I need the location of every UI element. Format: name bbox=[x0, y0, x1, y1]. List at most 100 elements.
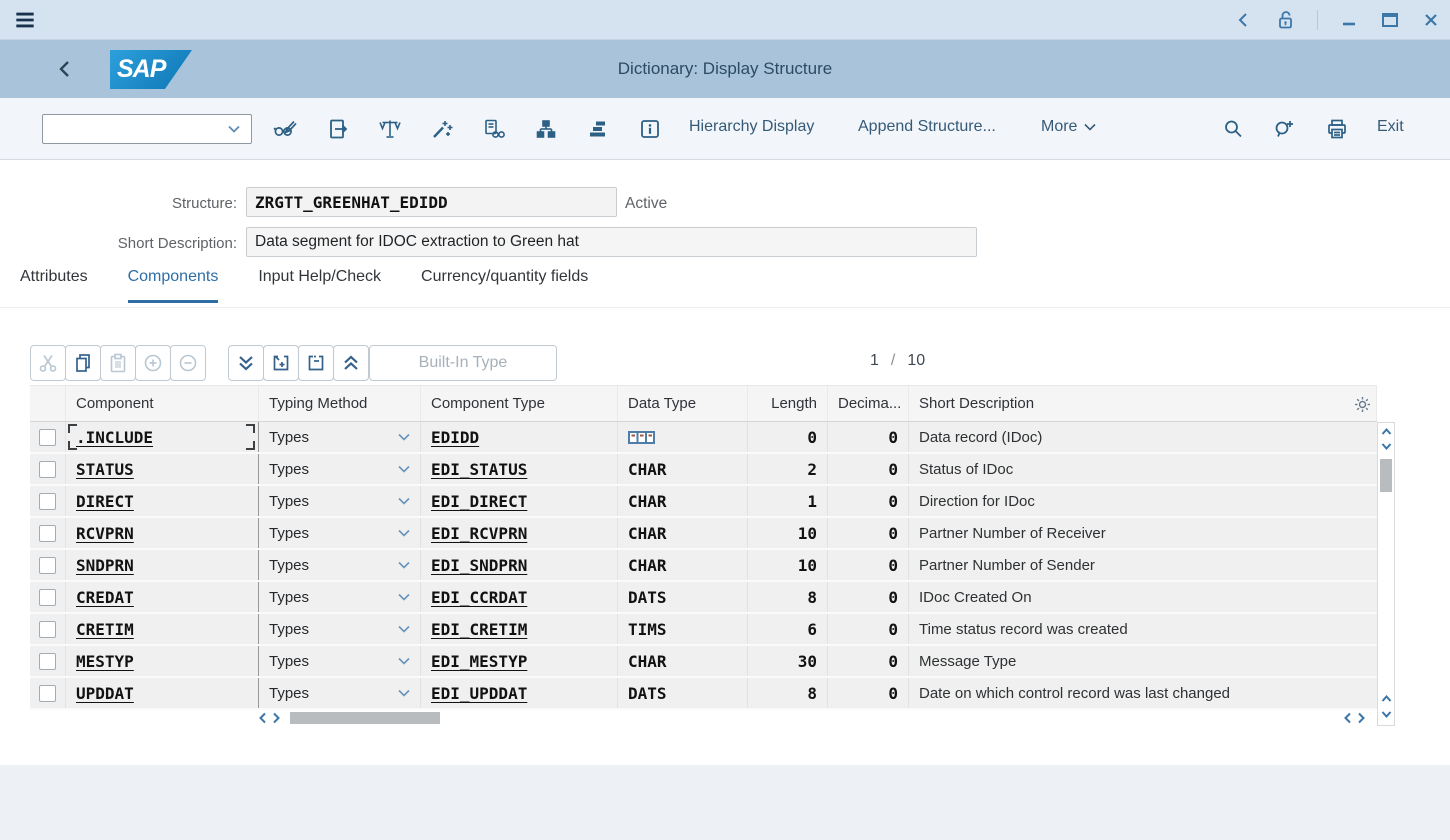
vertical-scroll-thumb[interactable] bbox=[1380, 459, 1392, 492]
typing-method-select[interactable]: Types bbox=[259, 646, 421, 676]
scroll-down-icon[interactable] bbox=[1381, 442, 1392, 451]
scroll-up-icon[interactable] bbox=[1381, 427, 1392, 436]
tab-strip: Attributes Components Input Help/Check C… bbox=[20, 268, 588, 303]
menu-icon[interactable] bbox=[12, 7, 38, 33]
hierarchy-icon[interactable] bbox=[534, 117, 558, 141]
table-settings-gear-icon[interactable] bbox=[1354, 396, 1371, 413]
structure-field[interactable]: ZRGTT_GREENHAT_EDIDD bbox=[246, 187, 617, 217]
row-checkbox[interactable] bbox=[39, 428, 56, 446]
row-checkbox[interactable] bbox=[39, 492, 56, 510]
typing-method-select[interactable]: Types bbox=[259, 614, 421, 644]
scroll-down-icon[interactable] bbox=[1381, 710, 1392, 719]
back-icon[interactable] bbox=[55, 58, 75, 80]
row-checkbox[interactable] bbox=[39, 620, 56, 638]
where-used-icon[interactable] bbox=[482, 117, 506, 141]
component-link[interactable]: UPDDAT bbox=[76, 683, 134, 703]
component-link[interactable]: STATUS bbox=[76, 459, 134, 479]
vertical-scrollbar[interactable] bbox=[1377, 422, 1395, 726]
component-type-link[interactable]: EDI_SNDPRN bbox=[431, 555, 528, 575]
tab-input-help-check[interactable]: Input Help/Check bbox=[258, 268, 382, 285]
lock-icon[interactable] bbox=[1275, 9, 1295, 31]
component-link[interactable]: RCVPRN bbox=[76, 523, 134, 543]
print-icon[interactable] bbox=[1325, 117, 1349, 141]
short-description-field[interactable]: Data segment for IDOC extraction to Gree… bbox=[246, 227, 977, 257]
insert-row-button[interactable] bbox=[263, 345, 299, 381]
component-link[interactable]: CREDAT bbox=[76, 587, 134, 607]
scroll-up-icon[interactable] bbox=[1381, 694, 1392, 703]
add-row-button[interactable] bbox=[135, 345, 171, 381]
tab-currency-quantity[interactable]: Currency/quantity fields bbox=[421, 268, 589, 285]
row-checkbox[interactable] bbox=[39, 556, 56, 574]
append-structure-button[interactable]: Append Structure... bbox=[858, 118, 996, 135]
command-field[interactable] bbox=[42, 114, 252, 144]
component-type-link[interactable]: EDI_CRETIM bbox=[431, 619, 528, 639]
component-type-link[interactable]: EDI_STATUS bbox=[431, 459, 528, 479]
scroll-left-icon[interactable] bbox=[258, 712, 267, 724]
component-type-link[interactable]: EDI_CCRDAT bbox=[431, 587, 528, 607]
component-type-link[interactable]: EDIDD bbox=[431, 427, 480, 447]
row-checkbox[interactable] bbox=[39, 652, 56, 670]
header-typing-method[interactable]: Typing Method bbox=[259, 386, 421, 421]
scroll-right-icon[interactable] bbox=[272, 712, 281, 724]
delete-row-button[interactable] bbox=[298, 345, 334, 381]
row-checkbox[interactable] bbox=[39, 460, 56, 478]
page-down-button[interactable] bbox=[228, 345, 264, 381]
header-component-type[interactable]: Component Type bbox=[421, 386, 618, 421]
cut-button[interactable] bbox=[30, 345, 66, 381]
tab-attributes[interactable]: Attributes bbox=[20, 268, 88, 285]
history-back-icon[interactable] bbox=[1235, 11, 1253, 29]
check-icon[interactable] bbox=[378, 117, 402, 141]
typing-method-select[interactable]: Types bbox=[259, 582, 421, 612]
runtime-object-icon[interactable] bbox=[586, 117, 610, 141]
component-type-link[interactable]: EDI_MESTYP bbox=[431, 651, 528, 671]
builtin-type-button[interactable]: Built-In Type bbox=[369, 345, 557, 381]
horizontal-scroll-thumb[interactable] bbox=[290, 712, 440, 724]
component-type-link[interactable]: EDI_RCVPRN bbox=[431, 523, 528, 543]
header-decimals[interactable]: Decima... bbox=[828, 386, 909, 421]
component-link[interactable]: SNDPRN bbox=[76, 555, 134, 575]
typing-method-select[interactable]: Types bbox=[259, 422, 421, 452]
component-link[interactable]: DIRECT bbox=[76, 491, 134, 511]
header-short-description[interactable]: Short Description bbox=[909, 386, 1377, 421]
remove-row-button[interactable] bbox=[170, 345, 206, 381]
chevron-down-icon[interactable] bbox=[225, 120, 243, 138]
copy-object-icon[interactable] bbox=[326, 117, 350, 141]
minimize-icon[interactable] bbox=[1340, 11, 1358, 29]
copy-button[interactable] bbox=[65, 345, 101, 381]
component-type-link[interactable]: EDI_UPDDAT bbox=[431, 683, 528, 703]
chevron-down-icon bbox=[396, 429, 412, 445]
horizontal-scrollbar[interactable] bbox=[255, 710, 1377, 727]
typing-method-select[interactable]: Types bbox=[259, 454, 421, 484]
row-checkbox[interactable] bbox=[39, 524, 56, 542]
typing-method-select[interactable]: Types bbox=[259, 550, 421, 580]
search-plus-icon[interactable] bbox=[1272, 117, 1298, 141]
scroll-left-icon[interactable] bbox=[1343, 712, 1352, 724]
exit-button[interactable]: Exit bbox=[1377, 118, 1404, 135]
header-data-type[interactable]: Data Type bbox=[618, 386, 748, 421]
table-row: CRETIM Types EDI_CRETIM TIMS 6 0 Time st… bbox=[30, 614, 1377, 646]
typing-method-select[interactable]: Types bbox=[259, 678, 421, 708]
maximize-icon[interactable] bbox=[1380, 11, 1400, 29]
paste-button[interactable] bbox=[100, 345, 136, 381]
activate-icon[interactable] bbox=[430, 117, 454, 141]
short-description-value: Time status record was created bbox=[919, 620, 1128, 638]
information-icon[interactable] bbox=[638, 117, 662, 141]
typing-method-select[interactable]: Types bbox=[259, 486, 421, 516]
header-component[interactable]: Component bbox=[66, 386, 259, 421]
page-up-button[interactable] bbox=[333, 345, 369, 381]
tab-components[interactable]: Components bbox=[127, 268, 219, 303]
component-link[interactable]: MESTYP bbox=[76, 651, 134, 671]
component-link[interactable]: .INCLUDE bbox=[76, 427, 154, 447]
search-icon[interactable] bbox=[1221, 117, 1245, 141]
component-link[interactable]: CRETIM bbox=[76, 619, 134, 639]
row-checkbox[interactable] bbox=[39, 588, 56, 606]
close-icon[interactable] bbox=[1422, 11, 1440, 29]
row-checkbox[interactable] bbox=[39, 684, 56, 702]
more-button[interactable]: More bbox=[1041, 118, 1097, 136]
header-length[interactable]: Length bbox=[748, 386, 828, 421]
display-change-icon[interactable] bbox=[272, 117, 298, 141]
hierarchy-display-button[interactable]: Hierarchy Display bbox=[689, 118, 815, 135]
typing-method-select[interactable]: Types bbox=[259, 518, 421, 548]
scroll-right-icon[interactable] bbox=[1357, 712, 1366, 724]
component-type-link[interactable]: EDI_DIRECT bbox=[431, 491, 528, 511]
